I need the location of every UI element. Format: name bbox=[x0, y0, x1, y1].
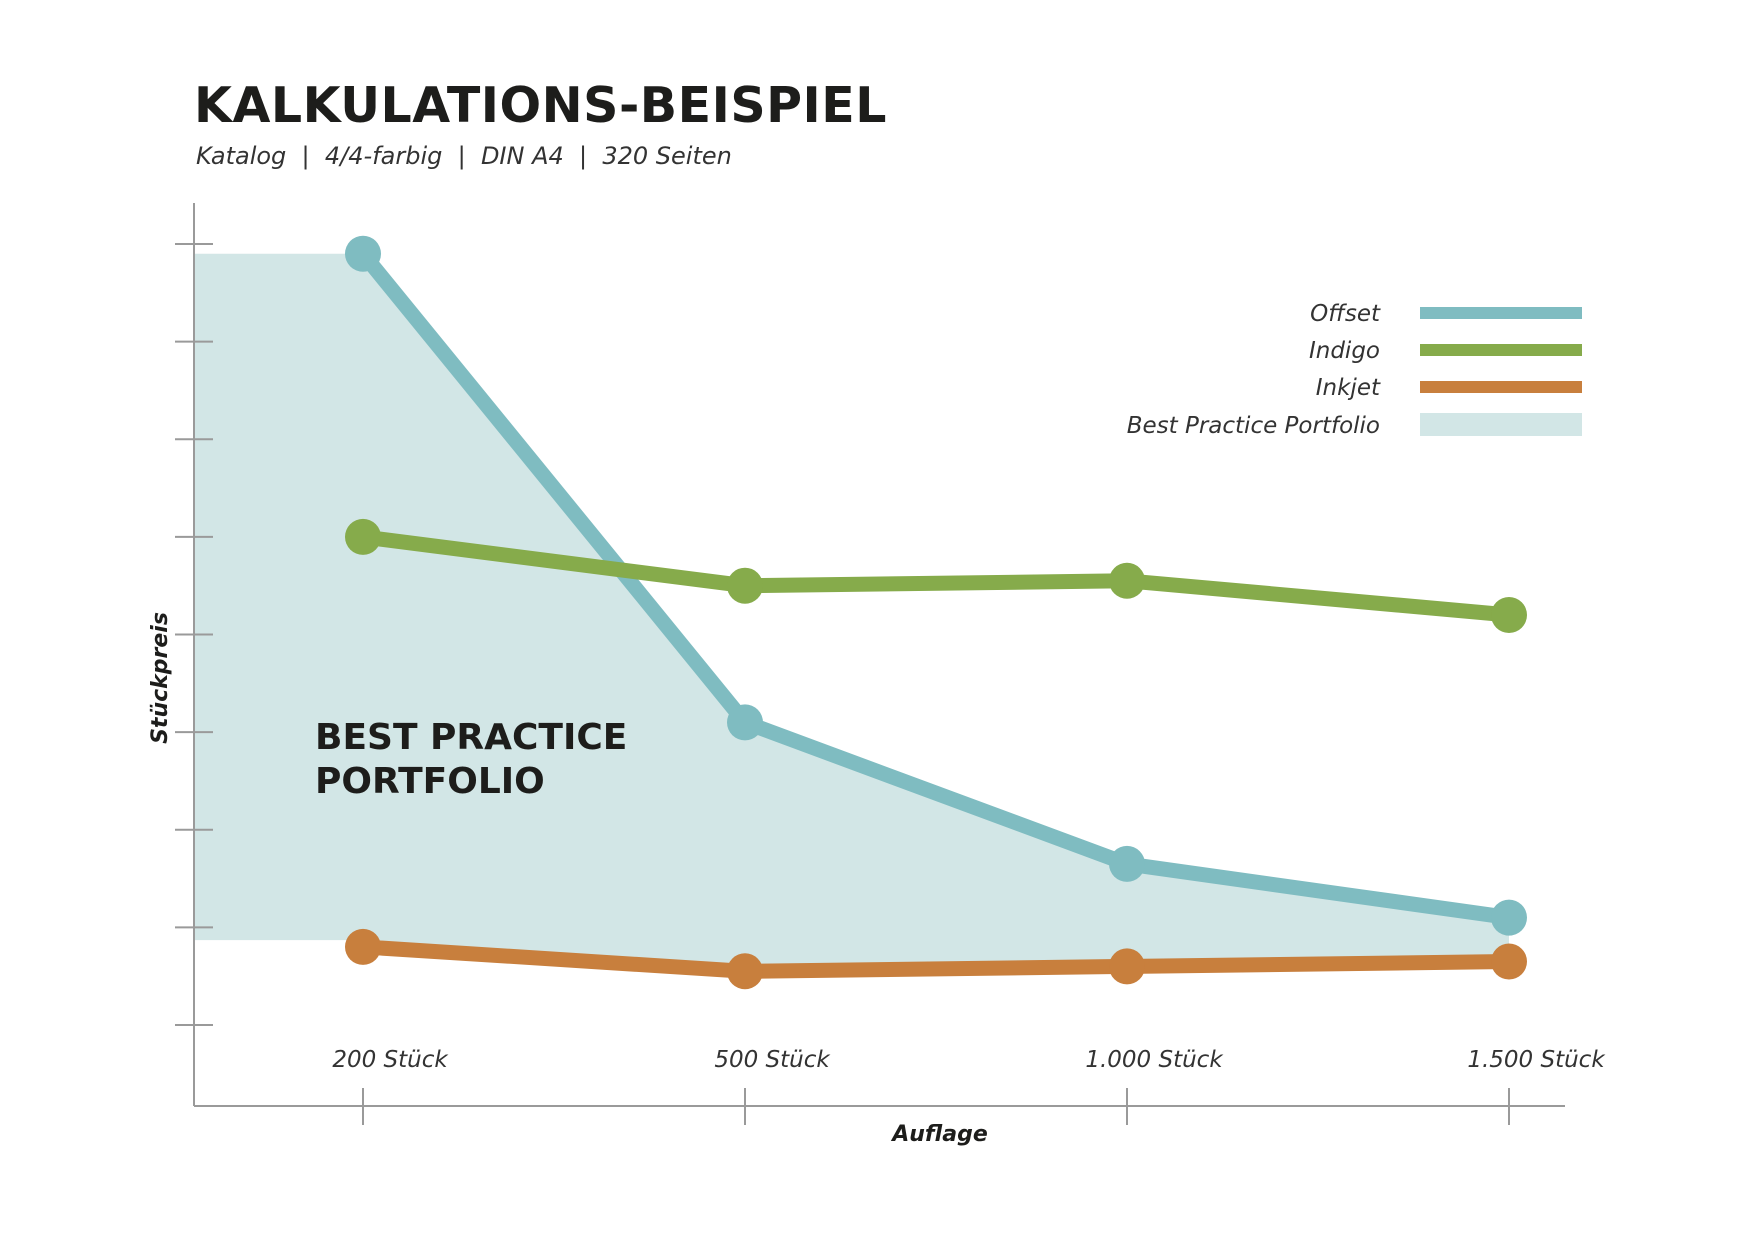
data-point-indigo bbox=[1491, 596, 1527, 633]
y-axis-title: Stückpreis bbox=[148, 612, 173, 744]
legend-swatch-indigo bbox=[1420, 344, 1582, 356]
data-point-indigo bbox=[1109, 562, 1145, 599]
best-practice-label: PORTFOLIO bbox=[315, 761, 545, 802]
data-point-inkjet bbox=[1491, 943, 1527, 980]
data-point-offset bbox=[727, 704, 763, 741]
data-point-indigo bbox=[345, 518, 381, 555]
best-practice-area bbox=[194, 253, 1509, 972]
data-point-indigo bbox=[727, 567, 763, 604]
x-tick-label: 500 Stück bbox=[714, 1047, 831, 1073]
x-tick-label: 200 Stück bbox=[332, 1047, 449, 1073]
legend-label-indigo: Indigo bbox=[1309, 338, 1380, 364]
page-title: KALKULATIONS-BEISPIEL bbox=[194, 77, 887, 134]
series-line-indigo bbox=[355, 529, 1517, 623]
series-line-offset bbox=[355, 246, 1517, 926]
axis-layer bbox=[175, 203, 1565, 1125]
page-subtitle: Katalog | 4/4-farbig | DIN A4 | 320 Seit… bbox=[196, 142, 732, 170]
legend-swatch-inkjet bbox=[1420, 381, 1582, 393]
legend: Offset Indigo Inkjet Best Practice Portfoli… bbox=[1127, 301, 1582, 439]
data-point-inkjet bbox=[727, 953, 763, 990]
legend-label-best-practice-portfolio: Best Practice Portfolio bbox=[1127, 413, 1380, 439]
legend-swatch-offset bbox=[1420, 307, 1582, 319]
series-layer bbox=[345, 235, 1527, 990]
data-point-offset bbox=[1109, 845, 1145, 882]
area-layer bbox=[194, 253, 1509, 972]
x-tick-label: 1.500 Stück bbox=[1467, 1047, 1606, 1073]
best-practice-label: BEST PRACTICE bbox=[315, 717, 627, 758]
legend-label-inkjet: Inkjet bbox=[1316, 375, 1381, 401]
label-layer: 200 Stück 500 Stück 1.000 Stück 1.500 Stück… bbox=[148, 612, 1606, 1147]
data-point-offset bbox=[1491, 899, 1527, 936]
data-point-inkjet bbox=[345, 928, 381, 965]
legend-swatch-best-practice-portfolio bbox=[1420, 413, 1582, 436]
x-axis-title: Auflage bbox=[890, 1122, 988, 1147]
data-point-offset bbox=[345, 235, 381, 272]
x-tick-label: 1.000 Stück bbox=[1085, 1047, 1224, 1073]
data-point-inkjet bbox=[1109, 948, 1145, 985]
legend-label-offset: Offset bbox=[1310, 301, 1381, 327]
series-line-inkjet bbox=[355, 939, 1517, 979]
